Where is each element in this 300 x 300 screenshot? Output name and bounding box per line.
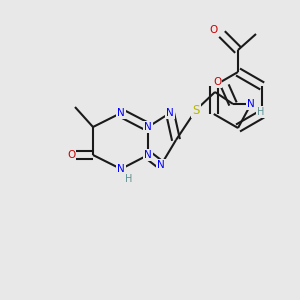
Text: O: O (67, 150, 75, 160)
Text: N: N (144, 122, 152, 132)
Text: N: N (247, 99, 255, 109)
Text: N: N (117, 164, 125, 174)
Text: N: N (117, 108, 125, 118)
Text: O: O (210, 25, 218, 35)
Text: O: O (213, 77, 221, 87)
Text: H: H (257, 107, 265, 117)
Text: S: S (192, 103, 200, 116)
Text: N: N (144, 150, 152, 160)
Text: N: N (166, 108, 174, 118)
Text: H: H (125, 174, 133, 184)
Text: N: N (157, 160, 165, 170)
